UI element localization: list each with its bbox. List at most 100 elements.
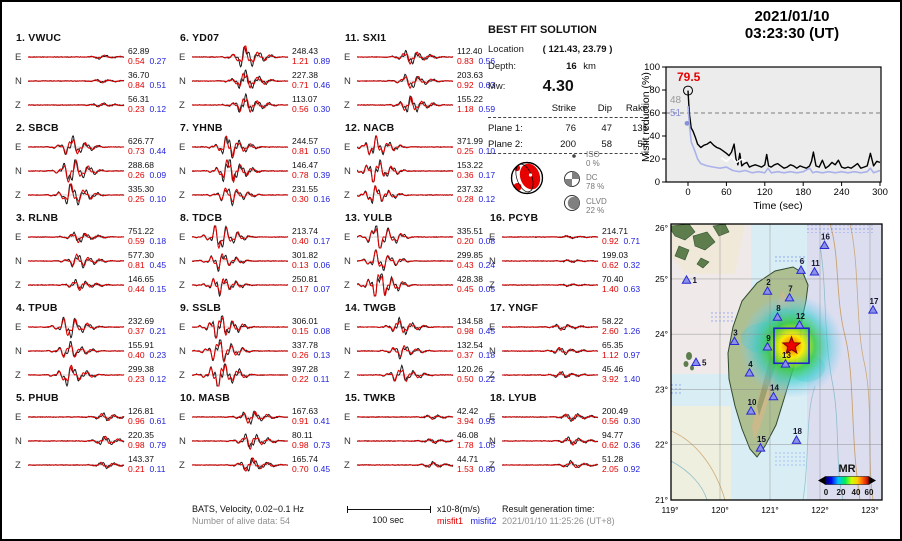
dip-header: Dip [597,102,612,114]
waveform-trace [357,135,454,156]
component-label: E [179,412,186,423]
station-block-nacb: 12. NACB E 371.99 0.25 0.10 N 153.22 0.36 0.17 Z 2… [341,122,501,210]
map-station-marker [819,240,830,249]
station-block-yulb: 13. YULB E 335.51 0.20 0.08 N 299.85 0.43 0.24 Z 4… [341,212,501,300]
channel-row: N 146.47 0.78 0.39 [176,159,336,183]
trace-values: 143.37 0.21 0.11 [128,454,165,474]
waveform-trace [357,95,454,113]
x-axis-title: Time (sec) [753,200,802,212]
waveform-trace [192,45,289,68]
component-label: N [344,256,351,267]
map-station-label: 1 [693,276,698,285]
component-label: Z [15,190,21,201]
best-fit-panel: BEST FIT SOLUTION Location ( 121.43, 23.… [488,24,660,214]
channel-row: Z 56.31 0.23 0.12 [12,93,172,117]
waveform-trace [357,249,454,272]
misfit2-value: 0.45 [313,464,331,474]
trace-values: 199.03 0.62 0.32 [602,250,640,270]
misfit2-value: 0.73 [313,440,331,450]
map-lat-label: 24° [655,329,668,339]
waveform-trace [357,345,454,360]
amplitude-value: 232.69 [128,316,154,326]
misfit2-value: 0.21 [149,326,167,336]
map-station-label: 11 [811,259,820,268]
station-title: 13. YULB [345,212,393,224]
map-grid: 119° 120° 121° 122° 123° 26° 25° 24° 23° 22° 21° [655,223,882,515]
misfit1-value: 0.20 [457,236,474,246]
waveform-trace [357,225,454,249]
misfit-values: 0.98 0.73 [292,440,330,450]
channel-row: E 335.51 0.20 0.08 [341,225,501,249]
waveform-trace [28,54,125,60]
misfit-values: 0.56 0.30 [292,104,330,114]
channel-row: E 244.57 0.81 0.50 [176,135,336,159]
map-station-marker [762,341,773,351]
misfit-values: 0.26 0.13 [292,350,330,360]
station-block-phub: 5. PHUB E 126.81 0.96 0.61 N 220.35 0.98 0.79 Z 14… [12,392,172,480]
misfit-values: 0.56 0.30 [602,416,640,426]
trace-values: 70.40 1.40 0.63 [602,274,640,294]
channel-row: N 301.82 0.13 0.06 [176,249,336,273]
result-label: Result generation time: [502,504,595,514]
component-label: N [179,436,186,447]
misfit-values: 0.81 0.50 [292,146,330,156]
misfit-values: 0.40 0.23 [128,350,166,360]
misfit2-value: 0.18 [149,236,167,246]
component-label: E [489,232,496,243]
channel-row: E 62.89 0.54 0.27 [12,45,172,69]
amplitude-value: 36.70 [128,70,150,80]
trace-values: 51.28 2.05 0.92 [602,454,640,474]
misfit1-value: 0.96 [128,416,145,426]
misfit-values: 0.21 0.11 [128,464,165,474]
misfit-values: 0.81 0.45 [128,260,166,270]
misfit-values: 0.15 0.08 [292,326,330,336]
channel-row: E 112.40 0.83 0.56 [341,45,501,69]
misfit2-value: 0.41 [313,416,331,426]
trace-values: 36.70 0.84 0.51 [128,70,166,90]
trace-values: 244.57 0.81 0.50 [292,136,330,156]
misfit-values: 0.91 0.41 [292,416,330,426]
station-title: 3. RLNB [16,212,59,224]
trace-values: 371.99 0.25 0.10 [457,136,495,156]
trace-values: 301.82 0.13 0.06 [292,250,330,270]
misfit2-value: 0.92 [623,464,641,474]
waveform-trace [192,339,289,363]
map-station-label: 12 [796,312,805,321]
map-station-marker [729,336,740,346]
station-title: 16. PCYB [490,212,539,224]
misfit1-value: 0.70 [292,464,309,474]
trace-values: 397.28 0.22 0.11 [292,364,329,384]
trace-values: 62.89 0.54 0.27 [128,46,166,66]
amplitude-value: 577.30 [128,250,154,260]
misfit1-value: 3.92 [602,374,619,384]
map-lat-label: 21° [655,495,668,505]
channel-row: Z 113.07 0.56 0.30 [176,93,336,117]
trace-values: 203.63 0.92 0.63 [457,70,495,90]
misfit-values: 0.96 0.61 [128,416,166,426]
waveform-trace [28,340,125,359]
amplitude-value: 120.26 [457,364,483,374]
trace-values: 577.30 0.81 0.45 [128,250,166,270]
units-label: x10-8(m/s) [437,504,481,514]
misfit2-value: 0.89 [313,56,331,66]
svg-text:0: 0 [685,187,690,198]
map-station-marker [768,391,779,401]
channel-row: E 306.01 0.15 0.08 [176,315,336,339]
waveform-trace [502,370,599,379]
misfit2-value: 0.30 [313,104,331,114]
source-region-square [773,327,810,365]
misfit1-value: 0.40 [292,236,309,246]
station-map: 119° 120° 121° 122° 123° 26° 25° 24° 23° 22° 21° 1… [655,223,883,515]
amplitude-value: 46.08 [457,430,479,440]
misfit2-value: 0.51 [149,80,167,90]
waveform-trace [28,231,125,244]
component-label: N [489,256,496,267]
misfit2-value: 0.13 [313,350,331,360]
station-title: 11. SXI1 [345,32,387,44]
map-lat-label: 23° [655,384,668,394]
amplitude-value: 45.46 [602,364,624,374]
trace-values: 94.77 0.62 0.36 [602,430,640,450]
channel-row: N 299.85 0.43 0.24 [341,249,501,273]
component-label: N [344,166,351,177]
colorbar-tick-label: 0 [824,488,829,497]
